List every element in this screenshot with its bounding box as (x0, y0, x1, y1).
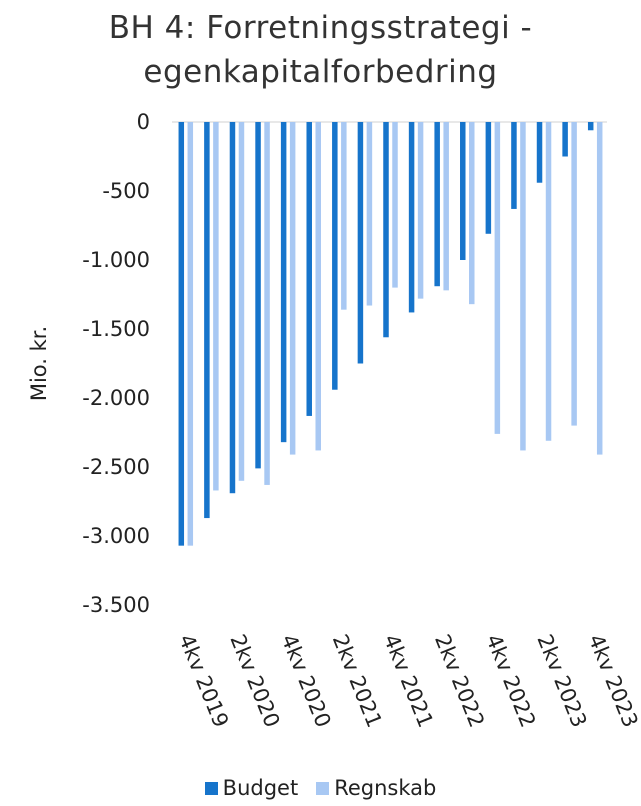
y-tick-label: -1.000 (82, 248, 150, 272)
bar-budget (562, 122, 568, 157)
bar-budget (357, 122, 364, 364)
chart-title-line-2: egenkapitalforbedring (143, 54, 498, 90)
y-tick-label: 0 (137, 110, 150, 134)
bar-budget (434, 122, 440, 287)
bar-budget (485, 122, 492, 234)
bar-budget (408, 122, 415, 313)
y-axis-label: Mio. kr. (27, 326, 51, 401)
bar-regnskab (264, 122, 270, 485)
bar-budget (280, 122, 287, 443)
x-tick-label: 4kv 2022 (481, 631, 540, 731)
legend-item-budget: Budget (204, 776, 299, 800)
x-tick-label: 4kv 2021 (379, 631, 438, 731)
y-tick-label: -1.500 (82, 317, 150, 341)
legend-label-budget: Budget (222, 776, 299, 800)
bar-regnskab (289, 122, 296, 455)
bar-regnskab (417, 122, 424, 299)
y-tick-label: -2.500 (82, 455, 150, 479)
bar-regnskab (315, 122, 321, 451)
bar-regnskab (469, 122, 475, 305)
bar-regnskab (366, 122, 373, 306)
x-tick-label: 2kv 2020 (225, 631, 284, 731)
bar-budget (229, 122, 236, 494)
bar-regnskab (238, 122, 245, 481)
bar-budget (536, 122, 543, 183)
x-tick-label: 4kv 2023 (584, 631, 641, 731)
bar-budget (511, 122, 517, 209)
bar-regnskab (494, 122, 501, 434)
bar-regnskab (213, 122, 219, 491)
x-tick-label: 2kv 2022 (430, 631, 489, 731)
bar-regnskab (545, 122, 552, 441)
bar-budget (178, 122, 185, 546)
legend-label-regnskab: Regnskab (334, 776, 437, 800)
bar-regnskab (443, 122, 449, 291)
bar-budget (587, 122, 594, 131)
legend-item-regnskab: Regnskab (316, 776, 436, 800)
y-tick-label: -3.000 (82, 524, 150, 548)
legend-swatch-budget (204, 781, 218, 795)
bar-budget (383, 122, 389, 338)
bar-budget (255, 122, 261, 469)
x-tick-label: 4kv 2019 (174, 631, 233, 731)
bar-regnskab (341, 122, 347, 310)
legend-swatch-regnskab (316, 781, 330, 795)
legend: Budget Regnskab (0, 776, 641, 800)
bar-budget (332, 122, 338, 390)
bar-regnskab (187, 122, 194, 546)
bar-budget (460, 122, 466, 260)
bar-regnskab (571, 122, 577, 426)
y-tick-label: -2.000 (82, 386, 150, 410)
y-tick-label: -3.500 (82, 593, 150, 617)
chart-title-line-1: BH 4: Forretningsstrategi - (108, 10, 533, 46)
bar-regnskab (392, 122, 398, 288)
x-tick-label: 4kv 2020 (277, 631, 336, 731)
bar-budget (306, 122, 312, 416)
x-tick-label: 2kv 2023 (532, 631, 591, 731)
bar-regnskab (596, 122, 603, 455)
bar-budget (204, 122, 210, 519)
x-tick-label: 2kv 2021 (328, 631, 387, 731)
y-tick-label: -500 (102, 179, 150, 203)
bar-regnskab (520, 122, 526, 451)
